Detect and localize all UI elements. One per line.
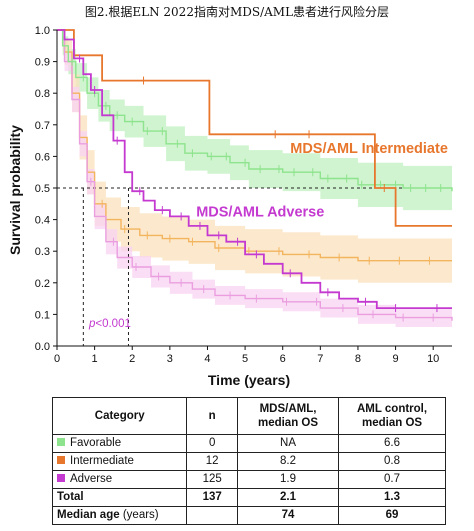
curve-line [57, 29, 452, 309]
x-tick-label: 0 [54, 353, 60, 365]
row-category: Intermediate [51, 452, 188, 471]
y-tick-label: 0.3 [35, 246, 50, 258]
row-aml-os: 0.7 [338, 470, 446, 489]
row-aml-age: 69 [338, 506, 446, 525]
x-tick-label: 4 [204, 353, 210, 365]
curve-line [57, 29, 453, 321]
y-tick-label: 0.7 [35, 120, 50, 132]
row-mds-os: 2.1 [236, 488, 340, 507]
summary-table: Category n MDS/AML, median OS AML control… [51, 397, 446, 525]
swatch-intermediate [57, 456, 65, 464]
row-category-label: Intermediate [70, 455, 134, 467]
row-category-label: Adverse [70, 473, 113, 485]
y-tick-label: 1.0 [35, 25, 50, 37]
x-tick-label: 5 [242, 353, 248, 365]
row-category: Adverse [51, 470, 188, 489]
band-favorable [57, 30, 452, 217]
series-aml-adverse-control [57, 29, 453, 322]
annotation-adverse: MDS/AML Adverse [196, 204, 324, 220]
header-mds-line2: median OS [257, 417, 319, 429]
row-n: 0 [186, 434, 238, 453]
x-tick-label: 2 [129, 353, 135, 365]
p-value-annotation: p<0.001 [88, 318, 131, 330]
x-tick-label: 3 [167, 353, 173, 365]
x-axis-title: Time (years) [208, 372, 290, 388]
p-value-italic: p [88, 318, 96, 330]
y-axis-title: Survival probability [7, 125, 23, 255]
header-aml-os: AML control, median OS [338, 397, 446, 435]
swatch-adverse [57, 474, 65, 482]
x-tick-label: 1 [92, 353, 98, 365]
table-row-favorable: Favorable 0 NA 6.6 [51, 434, 446, 453]
confidence-bands [57, 30, 452, 331]
row-n: 137 [186, 488, 238, 507]
header-n: n [186, 397, 238, 435]
row-category: Total [51, 488, 188, 507]
y-tick-label: 0.4 [35, 215, 50, 227]
x-tick-label: 6 [280, 353, 286, 365]
row-category: Median age (years) [51, 506, 188, 525]
row-category-label: Favorable [70, 437, 122, 449]
curve-line [57, 29, 453, 192]
row-aml-os: 1.3 [338, 488, 446, 507]
y-tick-label: 0.0 [35, 341, 50, 353]
row-n: 12 [186, 452, 238, 471]
series-adverse [57, 29, 452, 313]
x-tick-label: 10 [427, 353, 439, 365]
km-chart: 0 1 2 3 4 5 6 7 8 9 10 0.0 0.1 0.2 0.3 0.4 0.5 0.6 0.7 0.8 0… [7, 25, 453, 388]
header-mds-line1: MDS/AML, [259, 403, 317, 415]
table-row-intermediate: Intermediate 12 8.2 0.8 [51, 452, 446, 471]
band-aml-intermediate-control [57, 30, 452, 283]
y-tick-label: 0.5 [35, 183, 50, 195]
header-mds-os: MDS/AML, median OS [236, 397, 340, 435]
header-category: Category [51, 397, 188, 435]
median-age-unit: (years) [122, 509, 159, 521]
row-aml-os: 6.6 [338, 434, 446, 453]
reference-lines [57, 187, 452, 346]
row-category: Favorable [51, 434, 188, 453]
table-row-median-age: Median age (years) 74 69 [51, 506, 446, 525]
table-header-row: Category n MDS/AML, median OS AML control… [51, 397, 446, 435]
annotation-intermediate: MDS/AML Intermediate [290, 141, 448, 157]
median-age-label: Median age [57, 509, 120, 521]
axes: 0 1 2 3 4 5 6 7 8 9 10 0.0 0.1 0.2 0.3 0.4 0.5 0.6 0.7 0.8 0… [35, 25, 452, 365]
figure-title: 图2.根据ELN 2022指南对MDS/AML患者进行风险分层 [84, 5, 390, 19]
y-tick-label: 0.8 [35, 88, 50, 100]
y-tick-label: 0.2 [35, 278, 50, 290]
table-row-total: Total 137 2.1 1.3 [51, 488, 446, 507]
row-mds-os: 8.2 [236, 452, 340, 471]
row-n: 125 [186, 470, 238, 489]
survival-curves [57, 29, 453, 322]
x-tick-label: 7 [317, 353, 323, 365]
header-aml-line2: median OS [362, 417, 423, 429]
p-value-rest: <0.001 [95, 318, 131, 330]
y-tick-label: 0.1 [35, 309, 50, 321]
x-tick-label: 9 [393, 353, 399, 365]
row-aml-os: 0.8 [338, 452, 446, 471]
swatch-favorable [57, 438, 65, 446]
header-aml-line1: AML control, [357, 403, 428, 415]
y-tick-label: 0.9 [35, 57, 50, 69]
row-mds-os: 1.9 [236, 470, 340, 489]
x-tick-label: 8 [355, 353, 361, 365]
annotations: MDS/AML Intermediate MDS/AML Adverse p<0.0… [88, 141, 448, 330]
row-n-empty [186, 506, 238, 525]
table-row-adverse: Adverse 125 1.9 0.7 [51, 470, 446, 489]
series-favorable [57, 29, 453, 192]
row-mds-age: 74 [236, 506, 340, 525]
y-tick-label: 0.6 [35, 151, 50, 163]
row-mds-os: NA [236, 434, 340, 453]
